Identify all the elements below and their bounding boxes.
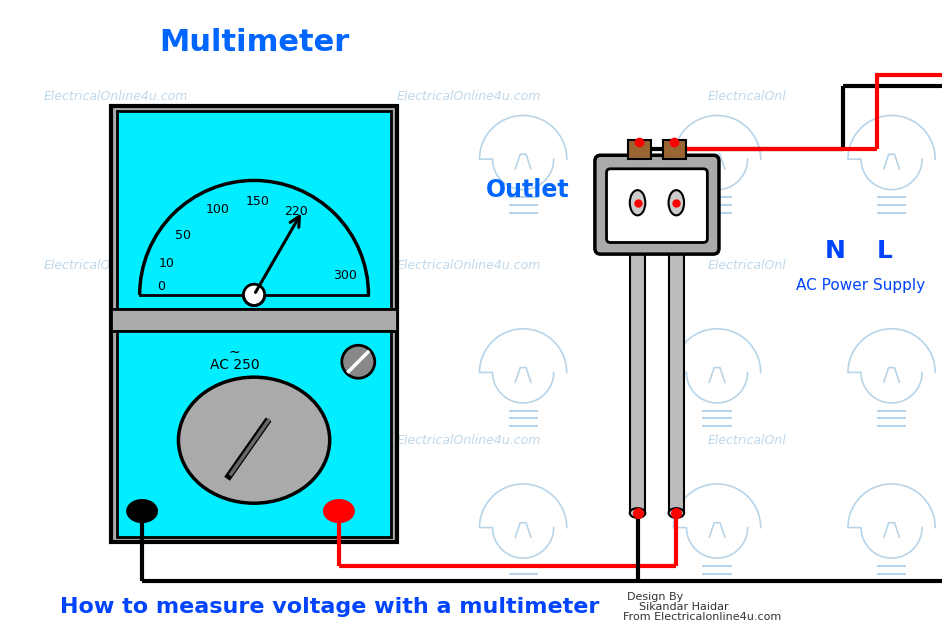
Text: How to measure voltage with a multimeter: How to measure voltage with a multimeter [59,597,599,617]
Bar [111,106,398,542]
Ellipse shape [669,508,684,518]
Polygon shape [139,180,368,295]
Text: N: N [825,239,846,263]
Bar [669,239,684,513]
Bar [630,239,645,513]
FancyBboxPatch shape [595,155,719,254]
Text: AC 250: AC 250 [210,357,259,372]
Ellipse shape [669,190,684,215]
Text: ElectricalOnline4u.com: ElectricalOnline4u.com [398,90,542,102]
Text: ElectricalOnl: ElectricalOnl [707,90,787,102]
Circle shape [342,345,375,378]
Text: 100: 100 [205,203,230,216]
Text: ElectricalOnline4u.com: ElectricalOnline4u.com [398,260,542,272]
Text: Sikandar Haidar: Sikandar Haidar [640,602,729,612]
Text: 220: 220 [284,205,308,218]
Text: ElectricalOnl: ElectricalOnl [707,434,787,447]
Bar [111,309,398,331]
Bar [117,111,391,309]
Ellipse shape [630,508,645,518]
Text: Design By: Design By [626,592,683,602]
Ellipse shape [178,377,330,503]
Text: 300: 300 [333,269,357,282]
Ellipse shape [324,500,353,522]
Text: ∼: ∼ [229,345,240,359]
Text: 50: 50 [175,229,191,242]
Bar [628,140,651,159]
Ellipse shape [669,234,684,243]
Ellipse shape [630,190,645,215]
Ellipse shape [630,234,645,243]
Text: ElectricalOnline4u.com: ElectricalOnline4u.com [43,90,187,102]
Bar [663,140,686,159]
Ellipse shape [127,500,156,522]
Bar [117,331,391,537]
Text: AC Power Supply: AC Power Supply [795,278,925,292]
FancyBboxPatch shape [607,169,707,243]
Circle shape [243,284,265,305]
Text: 10: 10 [158,256,174,270]
Text: Outlet: Outlet [486,178,570,202]
Text: 0: 0 [157,280,166,293]
Text: 150: 150 [245,195,269,208]
Text: ElectricalOnl: ElectricalOnl [707,260,787,272]
Text: From Electricalonline4u.com: From Electricalonline4u.com [623,612,781,621]
Text: Multimeter: Multimeter [159,28,349,57]
Text: ElectricalOnline4u.com: ElectricalOnline4u.com [43,260,187,272]
Text: ElectricalOnline4u.com: ElectricalOnline4u.com [398,434,542,447]
Text: L: L [877,239,893,263]
